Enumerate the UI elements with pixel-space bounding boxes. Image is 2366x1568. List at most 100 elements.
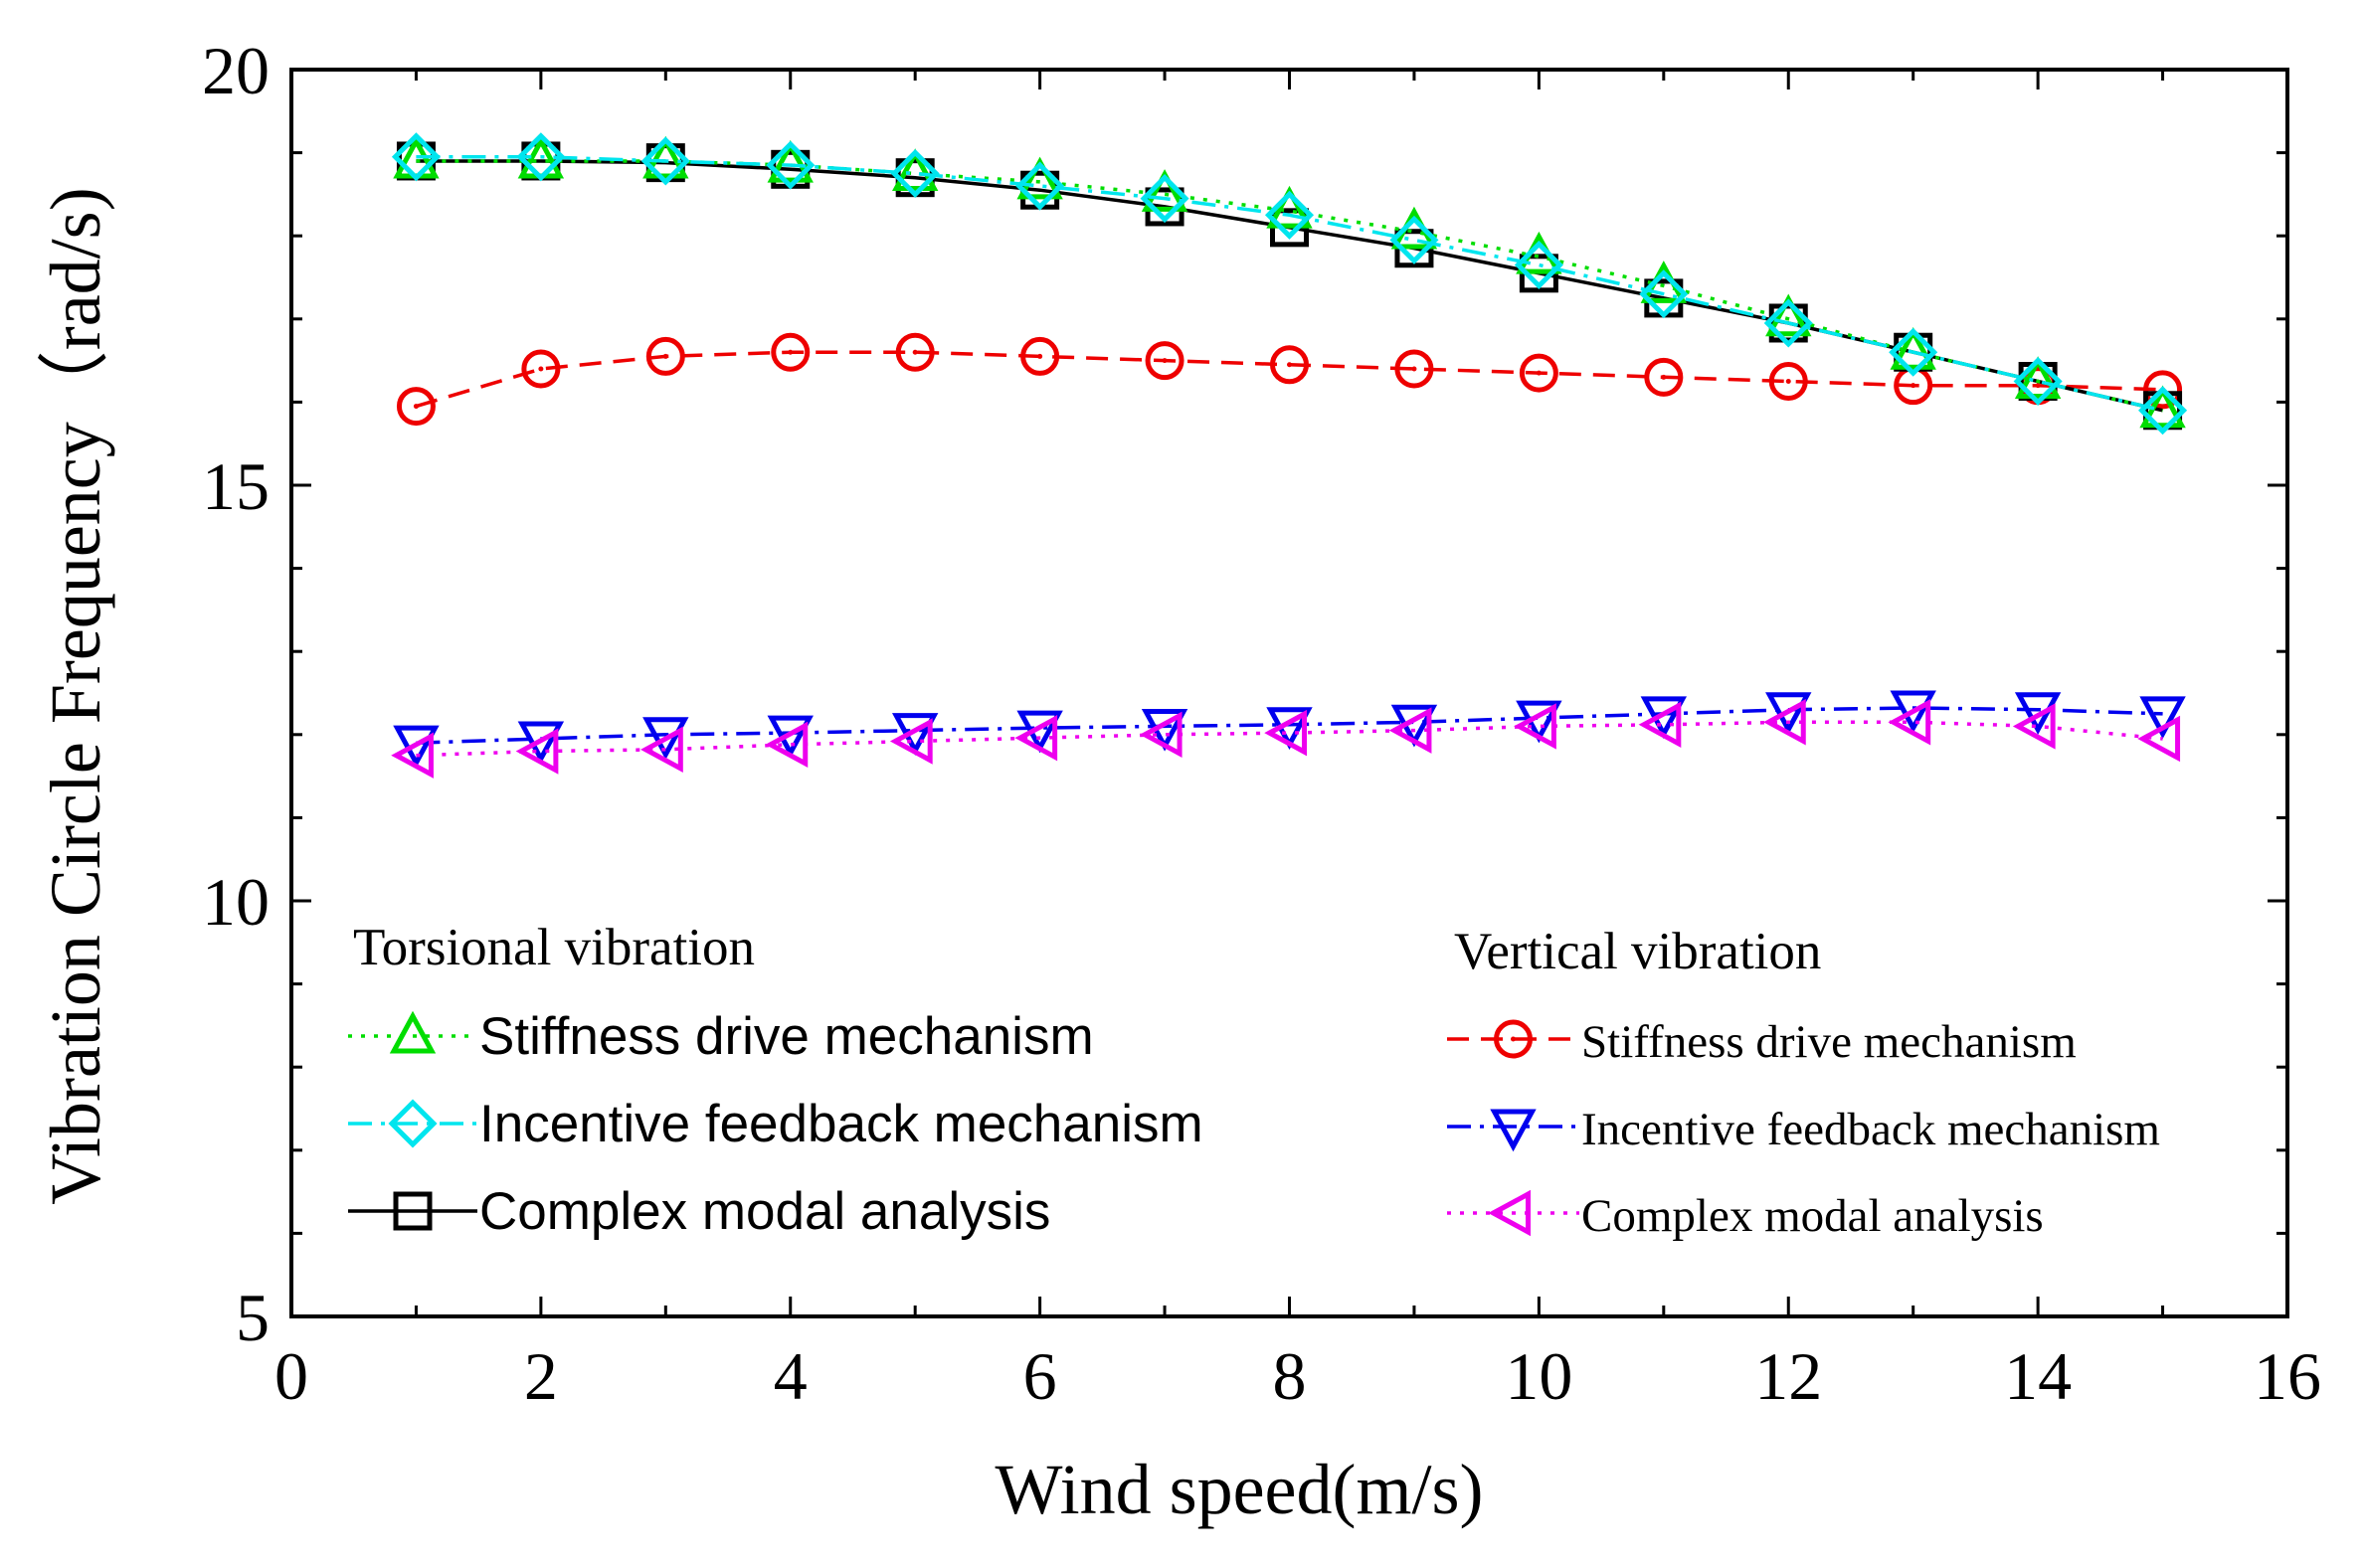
data-point-ring: [1270, 345, 1309, 385]
legend-item: Complex modal analysis: [348, 1182, 1050, 1241]
legend-marker: [389, 1010, 437, 1054]
legend-marker-ring: [1494, 1019, 1533, 1059]
legend-marker: [1488, 1189, 1531, 1237]
data-point-dot: [413, 404, 419, 410]
data-point: [1763, 699, 1806, 746]
data-point: [1388, 707, 1432, 754]
data-point-dot: [1536, 370, 1542, 376]
legend-item: Stiffness drive mechanism: [1447, 1016, 2077, 1068]
x-tick-label: 12: [1754, 1338, 1822, 1414]
x-tick-label: 10: [1505, 1338, 1572, 1414]
data-point: [1889, 327, 1938, 377]
data-point-ring: [895, 332, 935, 372]
data-point: [2014, 356, 2062, 399]
data-point: [1890, 326, 1936, 370]
data-point: [1266, 185, 1313, 229]
data-point: [1140, 174, 1189, 224]
legend-item: Incentive feedback mechanism: [348, 1095, 1203, 1153]
data-point: [640, 726, 683, 774]
data-point: [391, 732, 434, 779]
x-tick-label: 14: [2004, 1338, 2072, 1414]
data-point: [767, 139, 814, 183]
data-point: [2137, 715, 2181, 763]
data-point-dot: [1162, 358, 1168, 364]
legend-label: Stiffness drive mechanism: [479, 1007, 1094, 1066]
data-point-dot: [538, 366, 544, 372]
data-point: [889, 718, 933, 765]
x-tick-label: 4: [774, 1338, 808, 1414]
legend-heading: Vertical vibration: [1454, 923, 1821, 980]
data-point: [521, 349, 561, 389]
data-point-dot: [912, 349, 918, 355]
data-point: [1888, 699, 1931, 746]
legend-heading: Torsional vibration: [353, 919, 755, 976]
x-tick-label: 0: [274, 1338, 308, 1414]
data-point: [2012, 703, 2056, 750]
data-point-dot: [2035, 383, 2041, 389]
data-point: [640, 136, 690, 186]
data-point: [1141, 169, 1188, 212]
y-tick-label: 10: [202, 864, 270, 940]
data-point: [895, 332, 935, 372]
plot-frame: [289, 68, 2289, 1318]
data-point-ring: [645, 336, 685, 376]
data-point: [1768, 362, 1808, 401]
legend-label: Complex modal analysis: [479, 1182, 1050, 1241]
data-point: [1264, 190, 1315, 240]
data-point: [890, 148, 940, 199]
data-point-ring: [1394, 349, 1434, 389]
data-point-dot: [1411, 366, 1417, 372]
data-point-ring: [1768, 362, 1808, 401]
x-axis-title: Wind speed(m/s): [996, 1450, 1484, 1529]
legend-item: Incentive feedback mechanism: [1447, 1104, 2160, 1155]
data-point-dot: [662, 353, 668, 359]
data-point: [642, 717, 689, 761]
data-point: [1514, 703, 1556, 750]
data-point: [1765, 692, 1812, 735]
data-point: [1014, 714, 1058, 762]
y-tick-label: 20: [202, 33, 270, 108]
data-point-ring: [1020, 336, 1060, 376]
x-tick-label: 6: [1023, 1338, 1057, 1414]
series-line: [416, 155, 2163, 413]
y-tick-label: 5: [236, 1280, 270, 1355]
x-tick-label: 8: [1273, 1338, 1307, 1414]
data-point: [515, 728, 559, 775]
legend-marker: [1490, 1109, 1537, 1152]
data-point: [1639, 269, 1689, 319]
data-point: [1519, 353, 1558, 393]
data-point-ring: [771, 332, 811, 372]
legend-marker: [388, 1099, 438, 1148]
legend-label: Stiffness drive mechanism: [1581, 1016, 2077, 1068]
data-point: [1638, 701, 1682, 748]
data-point-dot: [1661, 374, 1667, 380]
data-point: [766, 140, 816, 190]
y-axis-title: Vibration Circle Frequency（rad/s): [36, 187, 115, 1204]
data-point: [1768, 303, 1808, 343]
x-tick-label: 16: [2254, 1338, 2321, 1414]
data-point-dot: [788, 349, 794, 355]
data-point: [1644, 357, 1684, 397]
data-point: [1270, 345, 1309, 385]
data-point: [1139, 711, 1183, 759]
data-point-dot: [1911, 383, 1916, 389]
series-0: [393, 135, 2186, 429]
data-point: [1264, 709, 1307, 757]
data-point: [1514, 240, 1563, 289]
legend-label: Incentive feedback mechanism: [479, 1095, 1203, 1153]
data-point-ring: [396, 387, 436, 427]
data-point: [516, 132, 566, 182]
data-point: [891, 148, 939, 191]
data-point: [2139, 696, 2186, 740]
data-point: [1020, 336, 1060, 376]
data-point: [1015, 161, 1065, 211]
data-point: [1394, 349, 1434, 389]
series-1: [391, 132, 2188, 436]
legend: Torsional vibration Stiffness drive mecha…: [348, 919, 2160, 1242]
data-point-dot: [1785, 379, 1791, 384]
data-point-ring: [2143, 370, 2183, 410]
axes-layer: 0 2 4 6 8 10 12 14 16 5 10 15 20: [202, 33, 2321, 1414]
data-point: [771, 332, 811, 372]
data-point: [517, 721, 565, 765]
